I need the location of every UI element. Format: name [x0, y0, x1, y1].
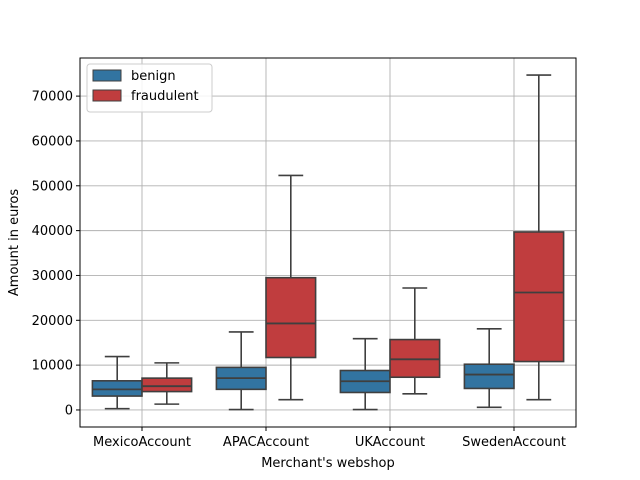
- y-tick-label: 60000: [32, 134, 73, 149]
- grid-lines: [80, 58, 576, 427]
- x-axis-label: Merchant's webshop: [261, 456, 395, 471]
- legend-swatch-fraudulent: [92, 89, 122, 102]
- legend-label-benign: benign: [131, 69, 176, 84]
- y-tick-label: 20000: [32, 314, 73, 329]
- box-body: [265, 276, 317, 359]
- legend-label-fraudulent: fraudulent: [131, 89, 199, 104]
- box-benign-APACAccount: [215, 331, 267, 411]
- y-tick-label: 50000: [32, 179, 73, 194]
- box-body: [141, 377, 193, 393]
- x-tick-label: APACAccount: [223, 435, 309, 450]
- box-series: [91, 74, 565, 411]
- legend-swatch-benign: [92, 69, 122, 82]
- x-ticks: MexicoAccount APACAccount UKAccount SwedenA…: [93, 427, 566, 450]
- y-ticks: 0 10000 20000 30000 40000 50000 60000 70000: [32, 90, 80, 418]
- box-benign-SwedenAccount: [463, 328, 515, 409]
- y-tick-label: 30000: [32, 269, 73, 284]
- box-body: [463, 363, 515, 390]
- y-axis-label: Amount in euros: [7, 189, 22, 296]
- y-tick-label: 0: [65, 403, 73, 418]
- x-tick-label: UKAccount: [355, 435, 425, 450]
- box-fraudulent-MexicoAccount: [141, 362, 193, 405]
- box-fraudulent-UKAccount: [389, 287, 441, 395]
- legend: benign fraudulent: [86, 63, 213, 113]
- y-tick-label: 70000: [32, 90, 73, 105]
- box-benign-MexicoAccount: [91, 355, 143, 410]
- box-fraudulent-APACAccount: [265, 174, 317, 401]
- y-tick-label: 10000: [32, 359, 73, 374]
- plot-frame: [79, 57, 577, 428]
- box-fraudulent-SwedenAccount: [513, 74, 565, 401]
- x-tick-label: MexicoAccount: [93, 435, 191, 450]
- box-body: [513, 231, 565, 363]
- box-benign-UKAccount: [339, 337, 391, 411]
- y-tick-label: 40000: [32, 224, 73, 239]
- x-tick-label: SwedenAccount: [462, 435, 566, 450]
